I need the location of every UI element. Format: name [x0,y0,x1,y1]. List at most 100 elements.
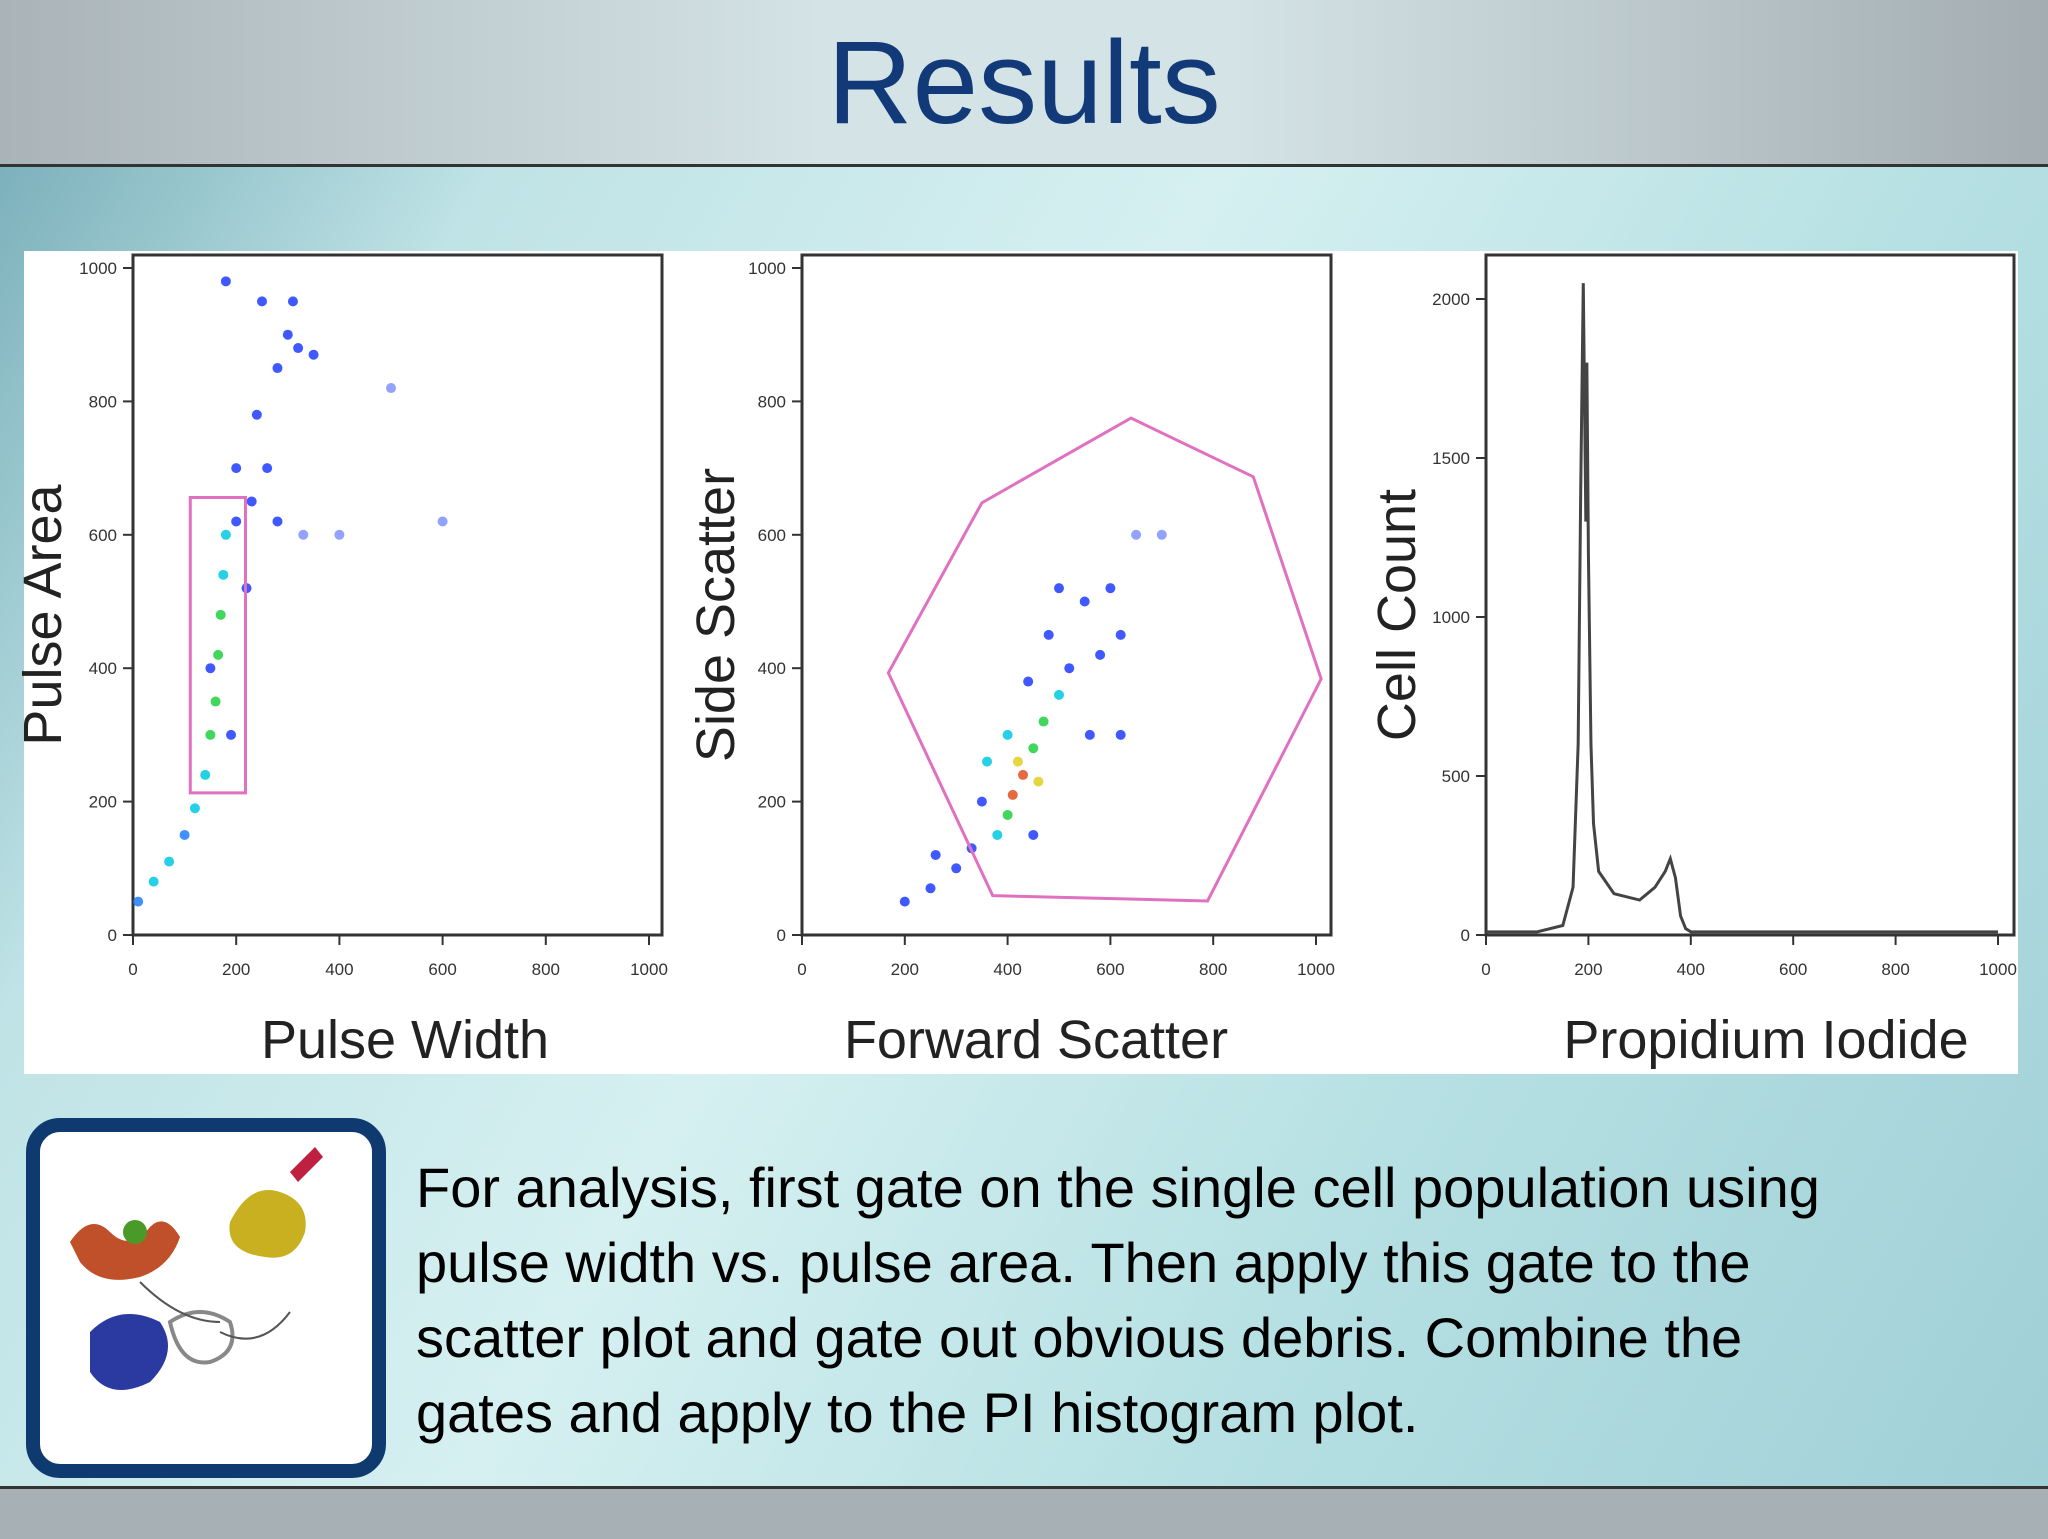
x-axis-label: Forward Scatter [844,1010,1228,1070]
point [982,756,993,767]
point [1115,729,1126,740]
point [133,896,144,907]
point [148,876,159,887]
point [272,363,283,374]
body-line: pulse width vs. pulse area. Then apply t… [416,1231,1751,1294]
point [282,329,293,340]
y-axis-label: Cell Count [1367,489,1427,741]
point [293,343,304,354]
point [298,529,309,540]
point [1084,729,1095,740]
point [205,729,216,740]
y-tick-label: 600 [89,526,117,545]
point [386,383,396,394]
point [1043,629,1054,640]
point [1033,776,1044,787]
x-tick-label: 800 [1881,960,1909,979]
point [231,516,242,527]
header-band [0,0,2048,167]
point [251,409,262,420]
point [1028,829,1039,840]
body-line: For analysis, first gate on the single c… [416,1156,1820,1219]
point [1038,716,1049,727]
x-tick-label: 800 [532,960,560,979]
point [1002,729,1013,740]
x-tick-label: 200 [891,960,919,979]
y-axis-label: Pulse Area [13,483,73,745]
y-tick-label: 800 [89,392,117,411]
point [1054,689,1064,700]
x-tick-label: 0 [797,960,806,979]
point [164,856,175,867]
point [1079,596,1090,607]
x-tick-label: 1000 [1297,960,1335,979]
point [218,569,229,580]
point [1095,649,1106,660]
point [189,803,200,814]
point [992,829,1003,840]
point [179,829,190,840]
body-text: For analysis, first gate on the single c… [416,1150,1820,1450]
point [231,463,242,474]
y-tick-label: 1000 [79,259,117,278]
point [1054,583,1064,594]
point [1028,743,1039,754]
x-tick-label: 1000 [1979,960,2017,979]
plot-frame [800,253,1333,937]
point [1012,756,1023,767]
point [200,769,211,780]
y-tick-label: 1000 [748,259,786,278]
y-tick-label: 400 [758,659,786,678]
x-tick-label: 600 [1779,960,1807,979]
point [899,896,910,907]
gate [188,495,247,795]
point [1156,529,1167,540]
x-axis-label: Pulse Width [261,1010,549,1070]
x-tick-label: 0 [1481,960,1490,979]
plot-frame [1484,253,2016,937]
protein-image [26,1118,386,1478]
ribbon [123,1220,147,1244]
x-tick-label: 200 [1574,960,1602,979]
point [334,529,345,540]
x-tick-label: 400 [325,960,353,979]
x-tick-label: 0 [128,960,137,979]
point [257,296,267,307]
ribbon [70,1221,180,1280]
point [213,649,224,660]
point [1064,663,1075,674]
y-axis-label: Side Scatter [686,468,746,762]
point [930,849,941,860]
title: Results [827,17,1221,149]
y-tick-label: 1000 [1432,608,1470,627]
footer-band [0,1486,2048,1539]
plot-frame [131,253,664,937]
point [1105,583,1116,594]
y-tick-label: 400 [89,659,117,678]
point [1023,676,1034,687]
point [220,276,231,287]
y-tick-label: 0 [1461,926,1470,945]
x-axis-label: Propidium Iodide [1563,1010,1968,1070]
chart-panel [24,251,2018,1074]
histogram-line [1486,283,1998,934]
point [226,729,237,740]
point [205,663,216,674]
y-tick-label: 600 [758,526,786,545]
point [925,883,936,894]
point [437,516,448,527]
point [951,863,962,874]
point [1018,769,1029,780]
point [246,496,257,507]
y-tick-label: 0 [108,926,117,945]
y-tick-label: 2000 [1432,290,1470,309]
x-tick-label: 600 [1096,960,1124,979]
y-tick-label: 200 [89,793,117,812]
point [1002,809,1013,820]
x-tick-label: 400 [1677,960,1705,979]
x-tick-label: 400 [993,960,1021,979]
point [976,796,987,807]
x-tick-label: 200 [222,960,250,979]
point [1115,629,1126,640]
